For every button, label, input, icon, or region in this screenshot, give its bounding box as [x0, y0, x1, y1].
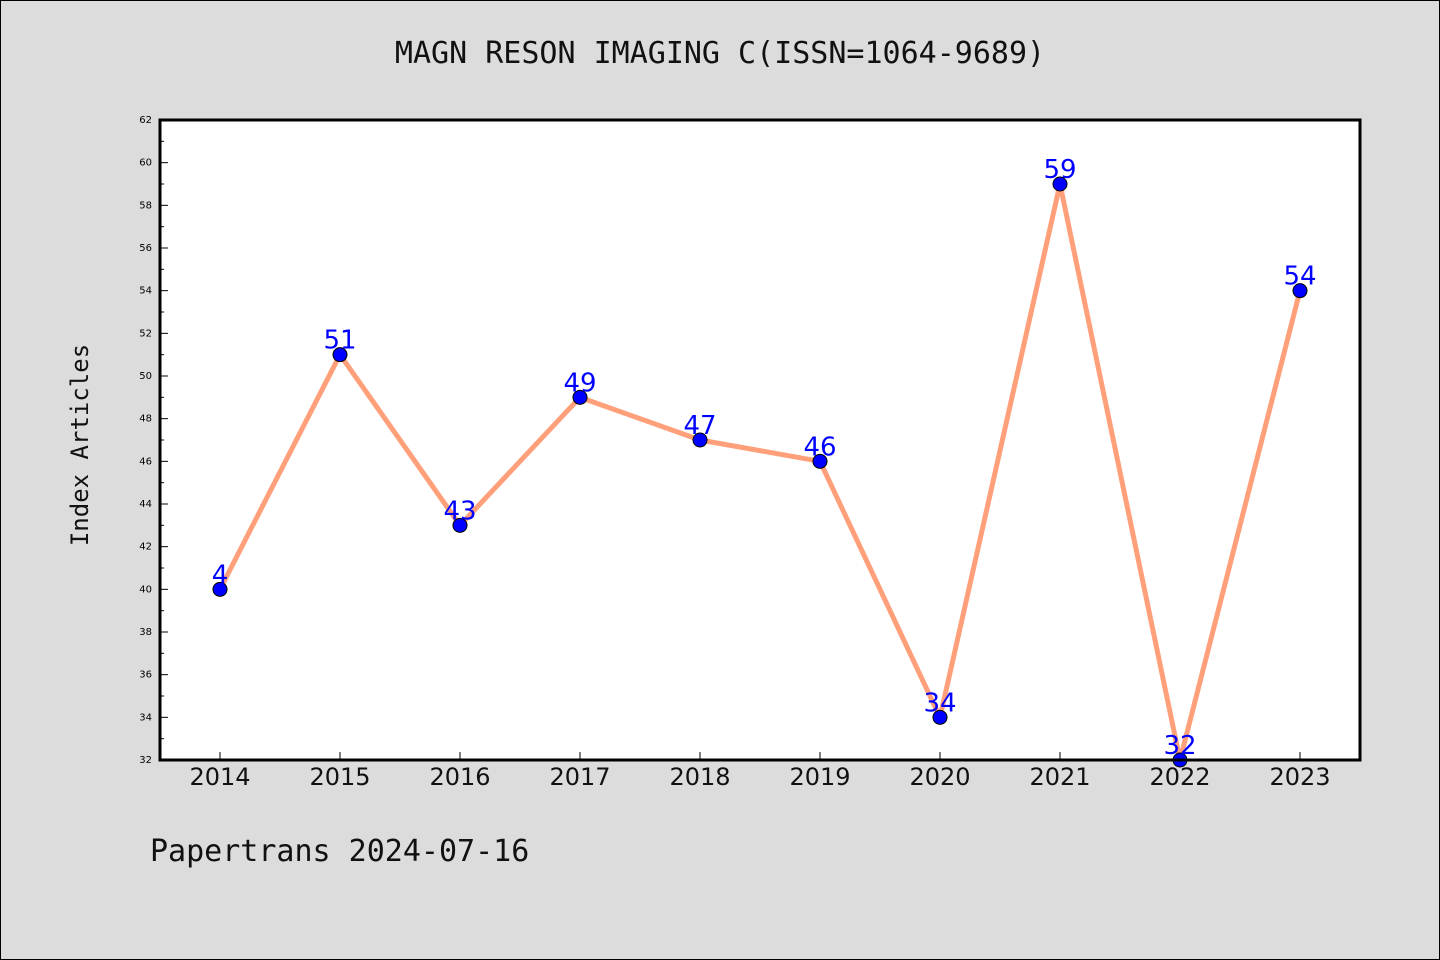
x-tick-label: 2017 — [549, 763, 610, 791]
data-label: 54 — [1283, 262, 1316, 292]
series-line — [217, 181, 1303, 763]
data-point — [1052, 176, 1068, 192]
y-tick-label: 46 — [139, 456, 152, 467]
plot-border — [158, 118, 1362, 762]
y-tick-label: 42 — [139, 542, 152, 553]
data-point — [212, 581, 228, 597]
data-label: 59 — [1043, 155, 1076, 185]
y-tick-label: 60 — [139, 158, 152, 169]
x-tick-label: 2022 — [1149, 763, 1210, 791]
x-tick-label: 2015 — [309, 763, 370, 791]
footer-note: Papertrans 2024-07-16 — [150, 834, 530, 869]
y-tick-label: 58 — [139, 200, 152, 211]
data-point — [932, 709, 948, 725]
x-tick-label: 2016 — [429, 763, 490, 791]
plot-area — [160, 120, 1360, 760]
y-tick-label: 38 — [139, 627, 152, 638]
y-tick-label: 54 — [139, 286, 152, 297]
data-label: 46 — [803, 432, 836, 462]
x-tick-label: 2023 — [1269, 763, 1330, 791]
x-tick-label: 2014 — [189, 763, 250, 791]
data-label: 34 — [923, 688, 956, 718]
data-label: 47 — [683, 411, 716, 441]
y-tick-label: 56 — [139, 243, 152, 254]
data-label: 32 — [1163, 731, 1196, 761]
x-tick-label: 2019 — [789, 763, 850, 791]
y-tick-label: 62 — [139, 115, 152, 126]
data-point — [452, 517, 468, 533]
chart-title: MAGN RESON IMAGING C(ISSN=1064-9689) — [394, 36, 1046, 71]
data-label: 43 — [443, 496, 476, 526]
data-point — [812, 453, 828, 469]
data-point — [692, 432, 708, 448]
y-tick-label: 44 — [139, 499, 152, 510]
data-label: 49 — [563, 368, 596, 398]
data-label: 4 — [212, 560, 229, 590]
data-point — [332, 347, 348, 363]
y-tick-label: 32 — [139, 755, 152, 766]
x-tick-label: 2020 — [909, 763, 970, 791]
y-tick-label: 36 — [139, 670, 152, 681]
data-label: 51 — [323, 326, 356, 356]
y-tick-label: 52 — [139, 328, 152, 339]
x-tick-label: 2018 — [669, 763, 730, 791]
x-tick-label: 2021 — [1029, 763, 1090, 791]
y-tick-label: 50 — [139, 371, 152, 382]
data-point — [1292, 283, 1308, 299]
data-labels: 4 51 43 49 47 46 34 59 32 54 — [212, 155, 1317, 761]
data-point — [572, 389, 588, 405]
x-axis: 2014 2015 2016 2017 2018 2019 2020 2021 2022 2023 — [189, 752, 1331, 791]
y-tick-label: 48 — [139, 414, 152, 425]
y-tick-label: 40 — [139, 584, 152, 595]
y-tick-label: 34 — [139, 712, 152, 723]
